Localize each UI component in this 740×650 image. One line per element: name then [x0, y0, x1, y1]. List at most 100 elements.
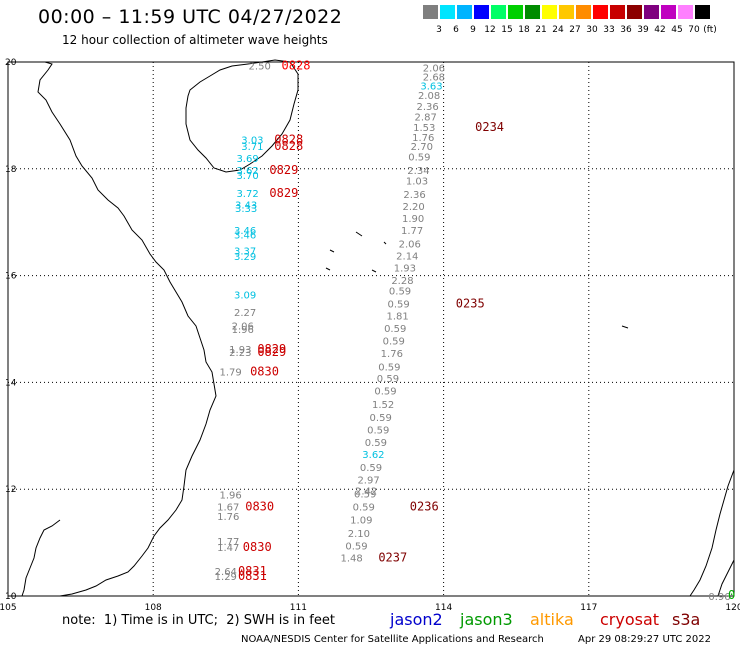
scale-swatch: [576, 5, 591, 19]
swh-value: 0.59: [378, 362, 400, 373]
pass-time-label: 0829: [269, 163, 298, 177]
swh-value: 3.62: [236, 166, 258, 177]
swh-value: 2.64: [215, 567, 237, 578]
mission-cryosat: cryosat: [600, 610, 660, 629]
swh-value: 2.68: [423, 72, 445, 83]
x-tick-label: 108: [145, 603, 162, 613]
swh-value: 3.69: [236, 154, 258, 165]
swh-value: 1.93: [394, 264, 416, 275]
swh-value: 1.29: [215, 572, 237, 583]
swh-value: 2.06: [399, 240, 421, 251]
swh-value: 1.77: [401, 226, 423, 237]
swh-value: 2.28: [391, 276, 413, 287]
swh-value: 1.77: [217, 537, 239, 548]
scale-unit: (ft): [703, 25, 717, 35]
pass-time-label: 0830: [250, 365, 279, 379]
swh-value: 3.43: [235, 201, 257, 212]
swh-value: 2.50: [249, 62, 271, 73]
swh-value: 2.34: [407, 166, 429, 177]
scale-label: 45: [671, 25, 683, 35]
swh-value: 1.79: [220, 368, 242, 379]
swh-value: 3.72: [236, 189, 258, 200]
swh-value: 1.96: [232, 325, 254, 336]
x-tick-label: 120: [725, 603, 740, 613]
pass-time-label: 0828: [274, 139, 303, 153]
pass-time-label: 0829: [257, 345, 286, 359]
scale-swatch: [542, 5, 557, 19]
swh-value: 0.59: [345, 541, 367, 552]
scale-swatch: [644, 5, 659, 19]
swh-value: 2.42: [355, 486, 377, 497]
x-tick-label: 111: [290, 603, 307, 613]
swh-value: 2.06: [232, 321, 254, 332]
pass-time-label: 0829: [257, 342, 286, 356]
y-tick-label: 18: [5, 165, 17, 175]
scale-swatch: [525, 5, 540, 19]
pass-time-label: 0830: [245, 499, 274, 513]
scale-label: 36: [620, 25, 632, 35]
scale-label: 27: [569, 25, 581, 35]
swh-value: 0.59: [353, 502, 375, 513]
swh-value: 3.63: [420, 81, 442, 92]
swh-value: 1.53: [413, 123, 435, 134]
scale-swatch: [661, 5, 676, 19]
swh-value: 3.71: [241, 142, 263, 153]
swh-value: 3.46: [234, 230, 256, 241]
scale-swatch: [457, 5, 472, 19]
credit-text: NOAA/NESDIS Center for Satellite Applica…: [241, 634, 544, 645]
swh-value: 2.97: [357, 476, 379, 487]
swh-value: 0.59: [408, 153, 430, 164]
y-tick-label: 20: [5, 58, 17, 68]
swh-value: 1.76: [412, 133, 434, 144]
hainan-coastline: [185, 59, 299, 173]
swh-value: 3.33: [235, 204, 257, 215]
swh-value: 1.67: [217, 502, 239, 513]
swh-labels: 2.062.683.632.082.362.871.531.762.700.59…: [215, 59, 736, 603]
swh-value: 2.23: [229, 348, 251, 359]
map-frame: [7, 61, 735, 597]
swh-value: 2.14: [396, 251, 418, 262]
swh-value: 0.59: [370, 413, 392, 424]
scale-swatch: [593, 5, 608, 19]
pass-time-label: 0235: [456, 296, 485, 310]
mission-jason3: jason3: [460, 610, 513, 629]
swh-value: 1.47: [217, 543, 239, 554]
swh-value: 3.29: [234, 252, 256, 263]
swh-value: 1.93: [229, 345, 251, 356]
y-tick-label: 16: [5, 272, 17, 282]
map-title: 00:00 – 11:59 UTC 04/27/2022: [38, 6, 343, 28]
pass-time-label: 0831: [238, 564, 267, 578]
swh-value: 2.20: [402, 202, 424, 213]
swh-value: 3.37: [234, 247, 256, 258]
scale-label: 42: [654, 25, 666, 35]
scale-label: 9: [470, 25, 476, 35]
swh-value: 0.59: [360, 463, 382, 474]
scale-swatch: [508, 5, 523, 19]
swh-value: 3.46: [234, 226, 256, 237]
pass-time-label: 0828: [274, 132, 303, 146]
swh-value: 0.59: [374, 386, 396, 397]
scale-swatch: [440, 5, 455, 19]
pass-time-label: 0234: [475, 120, 504, 134]
scale-swatch: [423, 5, 438, 19]
swh-value: 0.59: [384, 324, 406, 335]
swh-value: 1.90: [402, 214, 424, 225]
swh-value: 3.70: [236, 171, 258, 182]
y-tick-label: 14: [5, 378, 17, 388]
swh-value: 2.06: [423, 63, 445, 74]
swh-value: 0.59: [367, 425, 389, 436]
scale-label: 24: [552, 25, 564, 35]
scale-label: 33: [603, 25, 615, 35]
scale-label: 6: [453, 25, 459, 35]
scale-swatch: [610, 5, 625, 19]
swh-value: 1.76: [381, 349, 403, 360]
swh-value: 0.59: [377, 374, 399, 385]
vietnam-coastline: [21, 61, 217, 597]
mission-jason2: jason2: [390, 610, 443, 629]
scale-label: 3: [436, 25, 442, 35]
swh-value: 2.27: [234, 308, 256, 319]
swh-value: 0.59: [383, 337, 405, 348]
coastline: [21, 59, 735, 597]
lat-lon-grid: [8, 62, 734, 596]
